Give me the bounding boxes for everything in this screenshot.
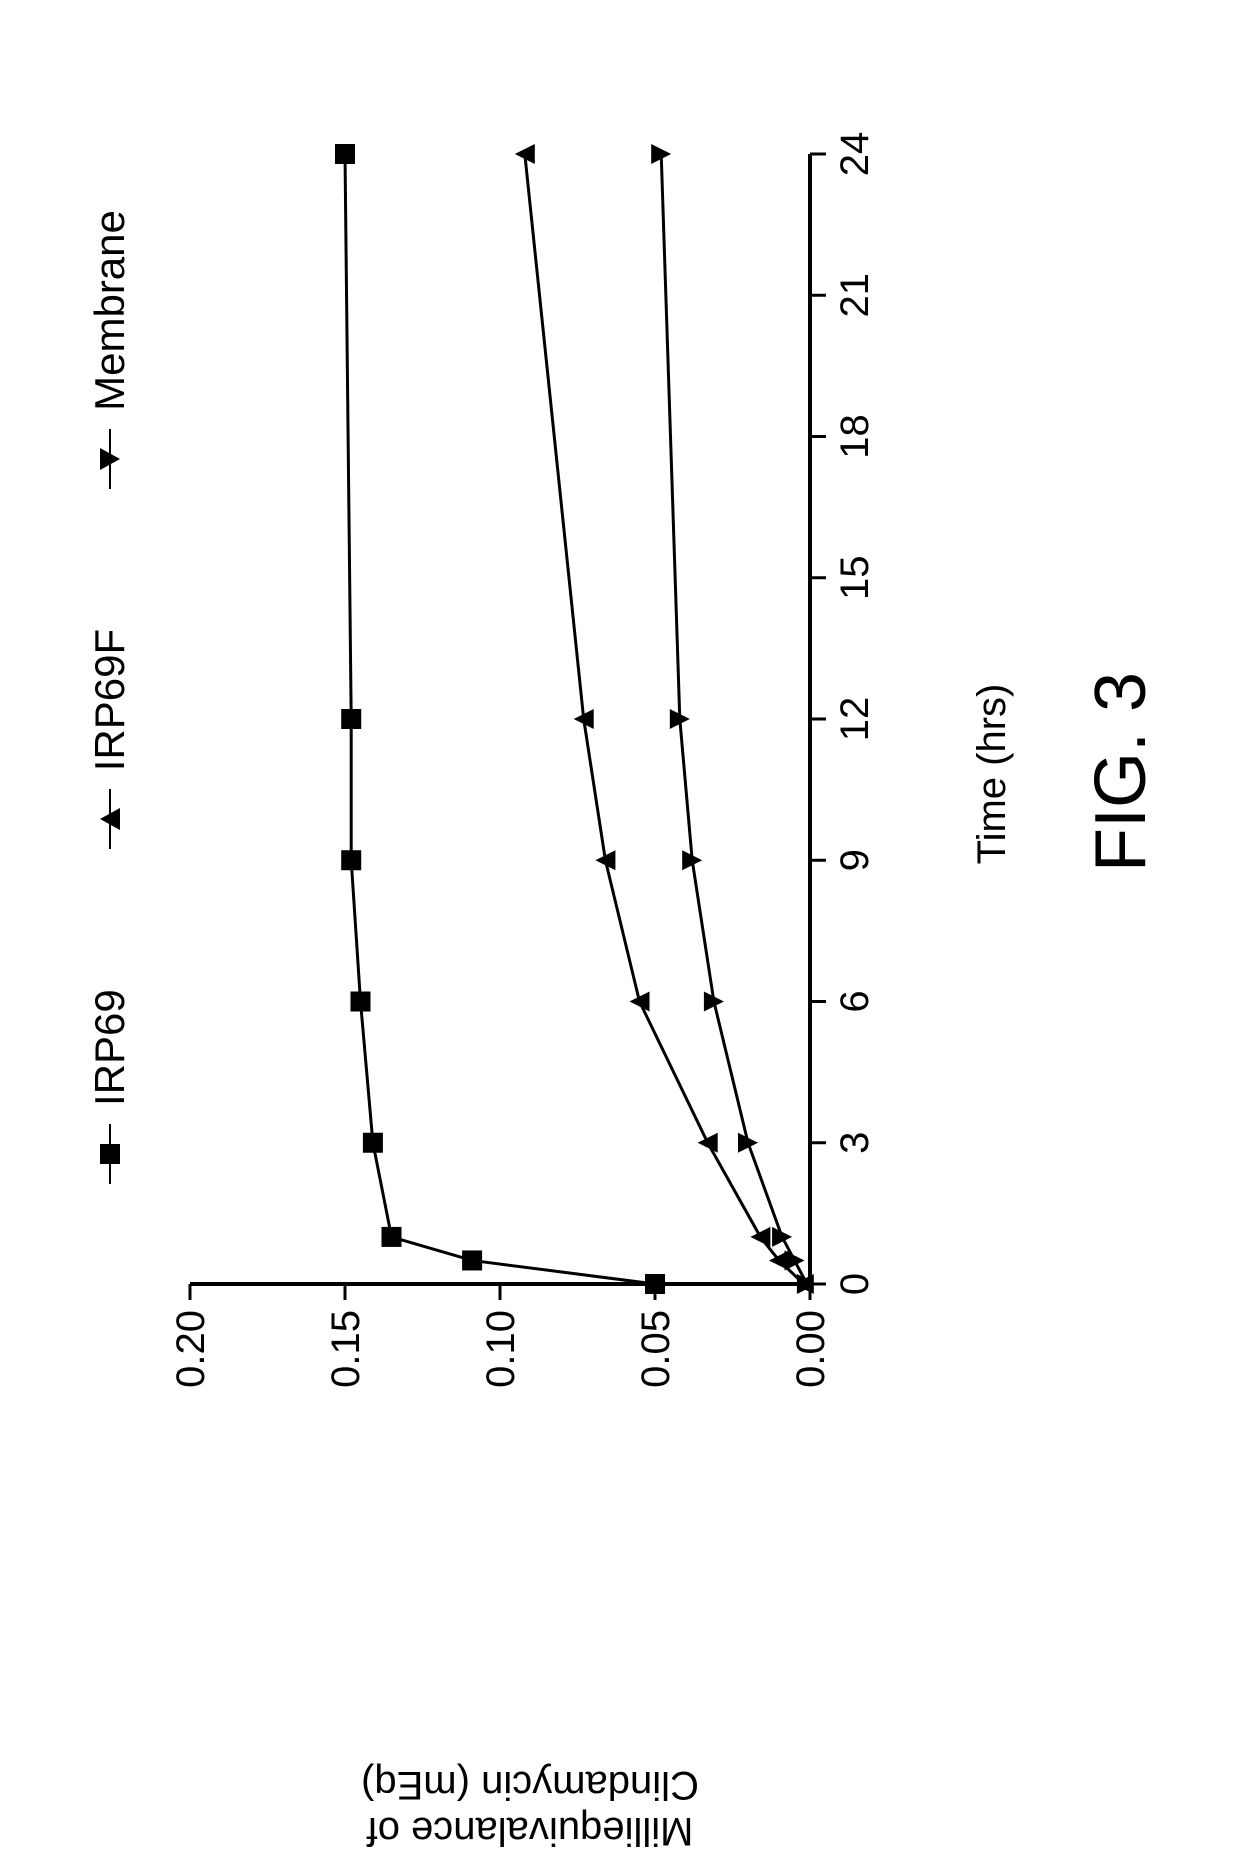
legend-marker-triangle-down (109, 429, 111, 489)
svg-text:18: 18 (833, 414, 877, 459)
chart-area: 0 3 6 9 12 15 18 21 24 0.00 0.05 0.10 0.15 0.20 (170, 124, 890, 1424)
legend-item-membrane: Membrane (86, 210, 134, 489)
svg-text:0.10: 0.10 (479, 1310, 523, 1388)
svg-text:24: 24 (833, 132, 877, 177)
legend-label: IRP69F (86, 629, 134, 771)
svg-text:0: 0 (833, 1273, 877, 1295)
svg-text:0.05: 0.05 (634, 1310, 678, 1388)
figure-number: FIG. 3 (1080, 0, 1162, 1544)
legend-label: IRP69 (86, 989, 134, 1106)
svg-text:3: 3 (833, 1132, 877, 1154)
content-canvas: IRP69 IRP69F Membrane Milliequivalance o… (0, 0, 1240, 1544)
legend-item-irp69: IRP69 (86, 989, 134, 1184)
svg-text:0.20: 0.20 (170, 1310, 213, 1388)
legend-label: Membrane (86, 210, 134, 411)
y-axis-label: Milliequivalance of Clindamycin (mEq) (180, 1762, 880, 1854)
svg-text:12: 12 (833, 697, 877, 742)
legend-item-irp69f: IRP69F (86, 629, 134, 849)
legend-marker-triangle-up (109, 789, 111, 849)
svg-text:15: 15 (833, 556, 877, 601)
svg-text:21: 21 (833, 273, 877, 318)
svg-text:9: 9 (833, 849, 877, 871)
legend: IRP69 IRP69F Membrane (80, 184, 140, 1184)
chart-svg: 0 3 6 9 12 15 18 21 24 0.00 0.05 0.10 0.15 0.20 (170, 124, 890, 1424)
svg-text:0.15: 0.15 (324, 1310, 368, 1388)
legend-marker-square (109, 1124, 111, 1184)
x-axis-label: Time (hrs) (970, 124, 1015, 1424)
svg-text:0.00: 0.00 (789, 1310, 833, 1388)
page-rotated-container: IRP69 IRP69F Membrane Milliequivalance o… (0, 304, 1240, 1544)
svg-text:6: 6 (833, 990, 877, 1012)
